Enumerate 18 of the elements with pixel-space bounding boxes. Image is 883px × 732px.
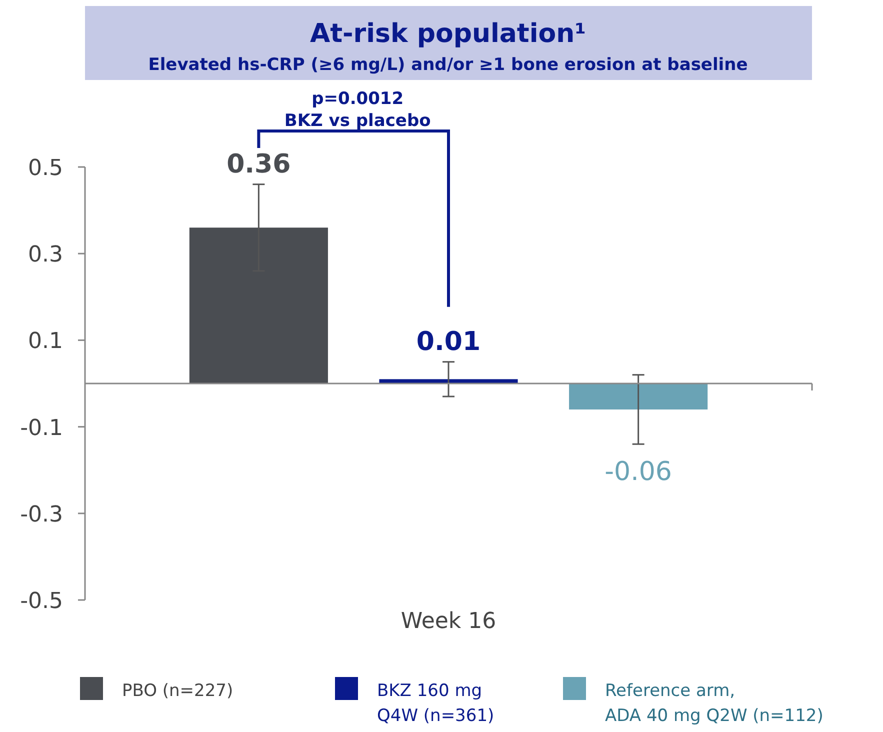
legend-label: Reference arm, ADA 40 mg Q2W (n=112)	[605, 681, 824, 726]
y-tick-label: -0.3	[20, 502, 63, 528]
data-label: -0.06	[604, 457, 672, 488]
text: p=0.0012 BKZ vs placebo	[284, 89, 431, 131]
y-tick-label: 0.1	[28, 329, 63, 354]
legend-label: BKZ 160 mg Q4W (n=361)	[377, 681, 494, 726]
bar	[569, 384, 708, 410]
y-tick-label: -0.1	[20, 416, 63, 441]
legend-label: PBO (n=227)	[122, 681, 234, 701]
y-tick-label: -0.5	[20, 589, 63, 614]
x-tick-label: Week 16	[400, 609, 496, 634]
data-label: 0.36	[226, 149, 291, 180]
bar	[379, 379, 518, 384]
y-tick-label: 0.3	[28, 242, 63, 268]
chart-subtitle: Elevated hs-CRP (≥6 mg/L) and/or ≥1 bone erosion at baseline	[148, 55, 748, 75]
y-tick-label: 0.5	[28, 156, 63, 181]
chart-title: At-risk population¹	[310, 19, 586, 49]
data-label: 0.01	[416, 326, 481, 357]
